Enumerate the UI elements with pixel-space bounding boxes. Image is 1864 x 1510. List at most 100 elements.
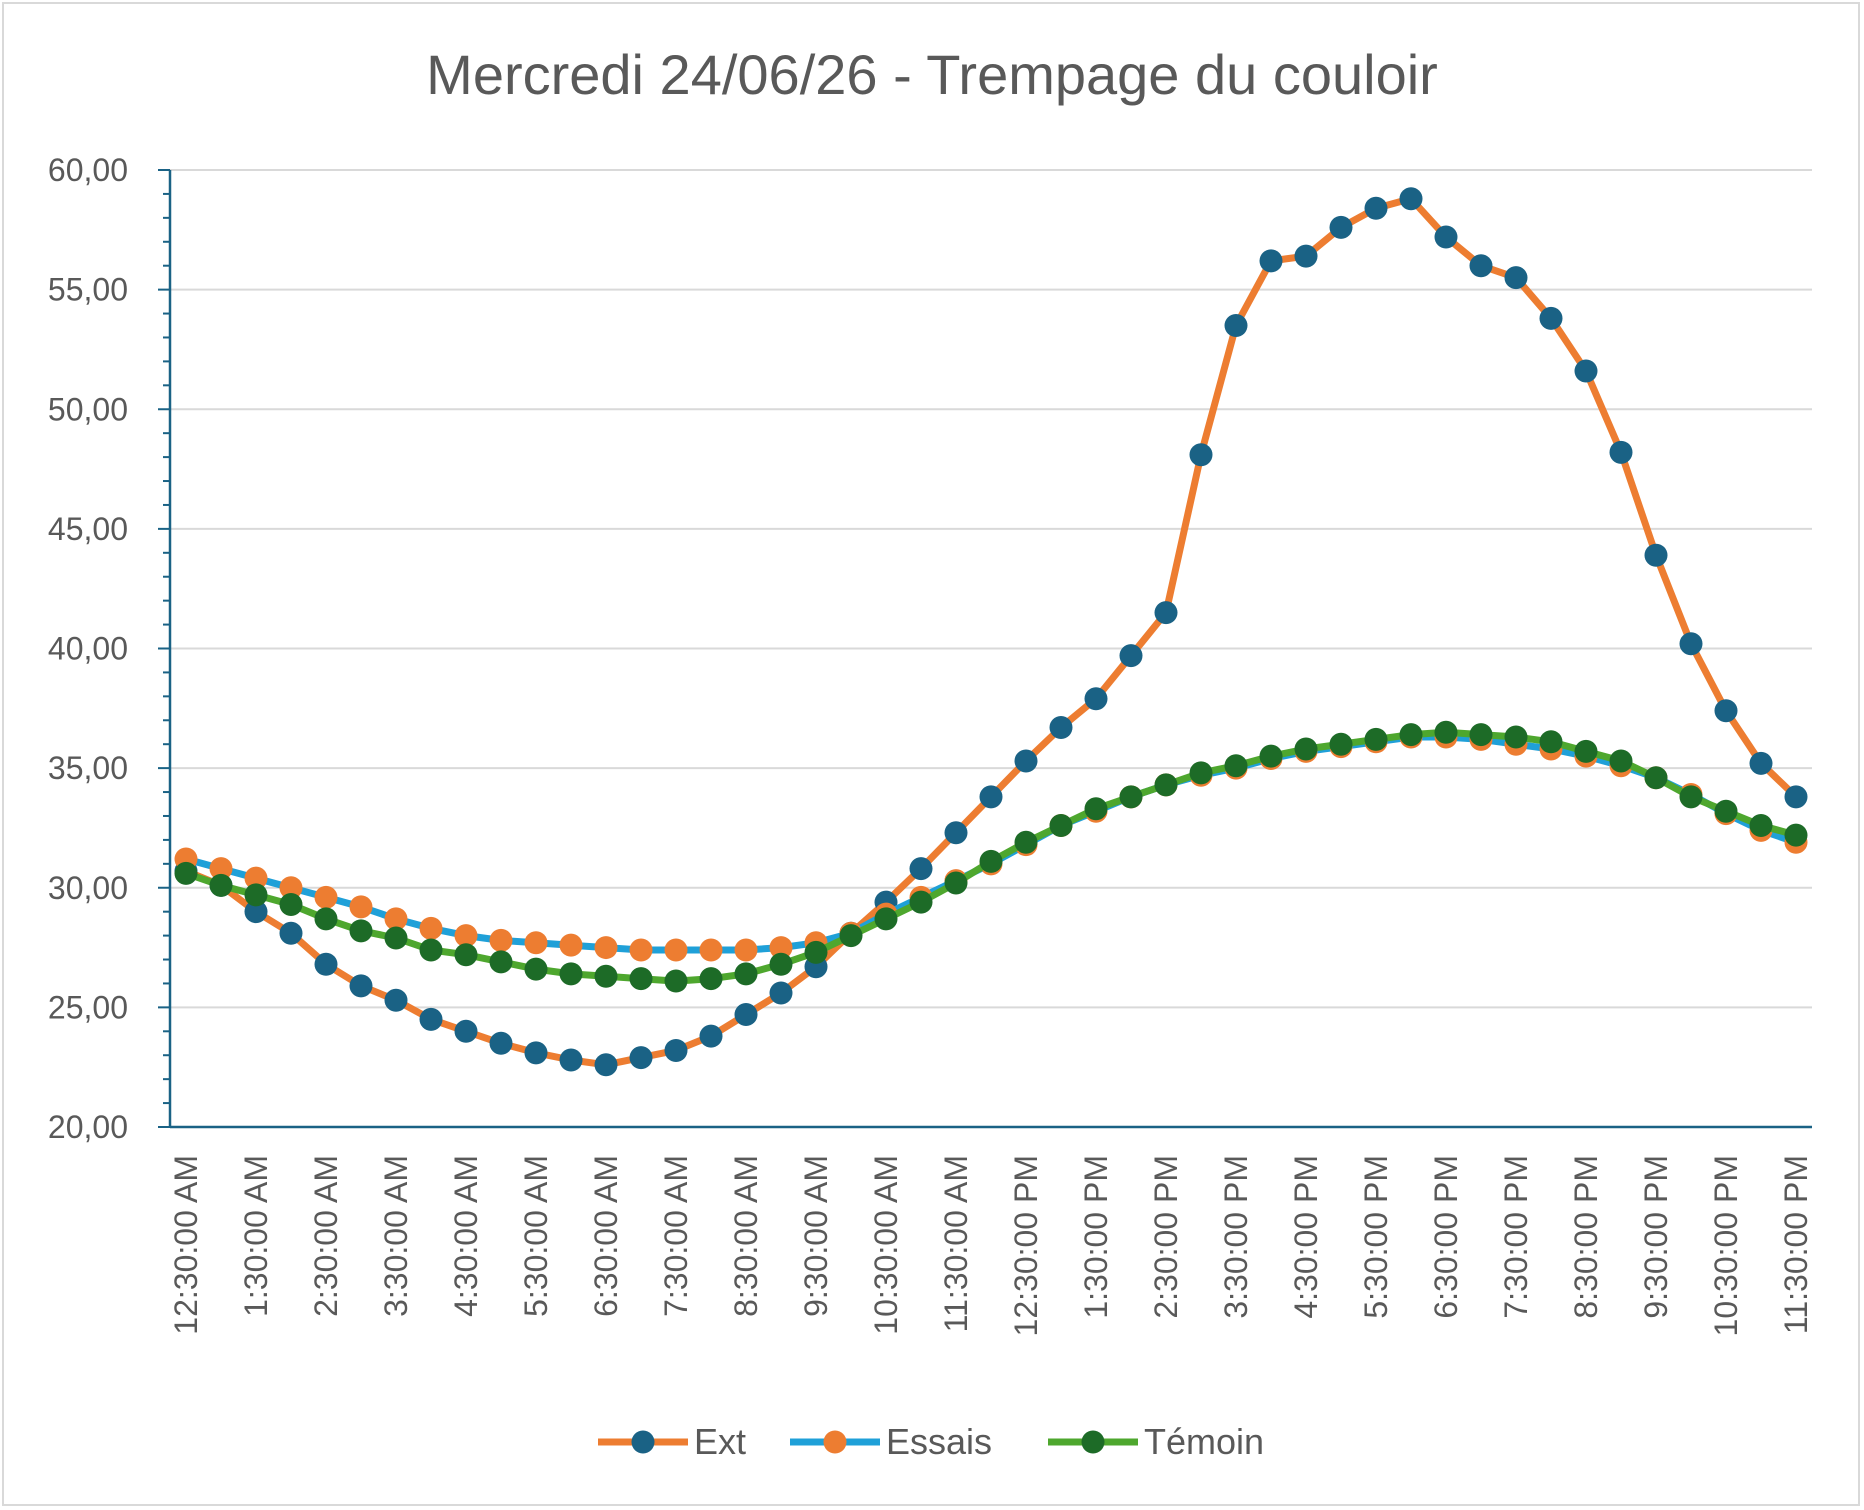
legend-label: Essais — [886, 1421, 992, 1462]
data-point — [594, 964, 618, 988]
x-tick-label: 7:30:00 PM — [1498, 1155, 1534, 1319]
data-point — [1504, 725, 1528, 749]
data-point — [1329, 732, 1353, 756]
x-tick-label: 12:30:00 PM — [1008, 1155, 1044, 1336]
data-point — [1434, 720, 1458, 744]
data-point — [1399, 723, 1423, 747]
x-tick-label: 1:30:00 PM — [1078, 1155, 1114, 1319]
data-point — [384, 988, 408, 1012]
legend-label: Ext — [694, 1421, 746, 1462]
data-point — [419, 938, 443, 962]
y-tick-label: 60,00 — [48, 152, 128, 188]
data-point — [314, 952, 338, 976]
data-point — [1224, 314, 1248, 338]
x-tick-label: 9:30:00 PM — [1638, 1155, 1674, 1319]
data-point — [1539, 730, 1563, 754]
data-point — [1434, 225, 1458, 249]
data-point — [559, 933, 583, 957]
data-point — [244, 866, 268, 890]
y-tick-label: 30,00 — [48, 870, 128, 906]
data-point — [524, 931, 548, 955]
data-point — [1469, 723, 1493, 747]
data-point — [489, 1031, 513, 1055]
data-point — [559, 1048, 583, 1072]
data-point — [384, 926, 408, 950]
data-point — [664, 969, 688, 993]
data-point — [489, 928, 513, 952]
data-point — [314, 885, 338, 909]
x-tick-label: 5:30:00 PM — [1358, 1155, 1394, 1319]
data-point — [909, 890, 933, 914]
x-tick-label: 2:30:00 AM — [308, 1155, 344, 1317]
data-point — [1259, 744, 1283, 768]
x-tick-label: 7:30:00 AM — [658, 1155, 694, 1317]
data-point — [1154, 773, 1178, 797]
legend-marker-swatch — [1081, 1430, 1105, 1454]
data-point — [524, 1041, 548, 1065]
data-point — [384, 907, 408, 931]
data-point — [489, 950, 513, 974]
data-point — [1749, 751, 1773, 775]
data-point — [279, 892, 303, 916]
y-tick-label: 35,00 — [48, 750, 128, 786]
data-point — [1119, 785, 1143, 809]
data-point — [1504, 266, 1528, 290]
series-0 — [174, 187, 1808, 1077]
legend-marker-swatch — [823, 1430, 847, 1454]
data-point — [1119, 644, 1143, 668]
data-point — [734, 962, 758, 986]
data-point — [699, 938, 723, 962]
data-point — [1014, 749, 1038, 773]
data-point — [1574, 739, 1598, 763]
y-tick-label: 45,00 — [48, 511, 128, 547]
data-point — [944, 871, 968, 895]
data-point — [1014, 830, 1038, 854]
legend-item: Témoin — [1048, 1421, 1264, 1462]
data-point — [1714, 699, 1738, 723]
data-point — [874, 907, 898, 931]
data-point — [699, 967, 723, 991]
data-point — [1224, 754, 1248, 778]
data-point — [454, 943, 478, 967]
x-tick-label: 4:30:00 AM — [448, 1155, 484, 1317]
data-point — [1294, 244, 1318, 268]
data-point — [594, 936, 618, 960]
x-tick-label: 11:30:00 PM — [1778, 1155, 1814, 1334]
x-tick-label: 10:30:00 AM — [868, 1155, 904, 1335]
x-tick-label: 5:30:00 AM — [518, 1155, 554, 1317]
x-tick-label: 1:30:00 AM — [238, 1155, 274, 1317]
data-point — [524, 957, 548, 981]
data-point — [314, 907, 338, 931]
data-point — [629, 1046, 653, 1070]
data-point — [174, 861, 198, 885]
chart-title: Mercredi 24/06/26 - Trempage du couloir — [426, 43, 1438, 106]
data-point — [734, 1003, 758, 1027]
data-point — [419, 1007, 443, 1031]
data-point — [349, 974, 373, 998]
data-point — [769, 981, 793, 1005]
data-point — [1189, 761, 1213, 785]
data-point — [1644, 543, 1668, 567]
x-tick-label: 8:30:00 PM — [1568, 1155, 1604, 1319]
data-point — [454, 1019, 478, 1043]
data-point — [664, 1038, 688, 1062]
data-point — [734, 938, 758, 962]
series-1 — [174, 725, 1808, 962]
data-point — [1084, 797, 1108, 821]
x-axis: 12:30:00 AM 1:30:00 AM 2:30:00 AM 3:30:00 A… — [168, 1155, 1814, 1336]
data-point — [1154, 601, 1178, 625]
data-point — [594, 1053, 618, 1077]
data-point — [699, 1024, 723, 1048]
x-tick-label: 4:30:00 PM — [1288, 1155, 1324, 1319]
data-point — [1259, 249, 1283, 273]
data-point — [244, 900, 268, 924]
data-point — [1784, 785, 1808, 809]
data-point — [1399, 187, 1423, 211]
y-tick-label: 25,00 — [48, 989, 128, 1025]
y-tick-label: 20,00 — [48, 1109, 128, 1145]
data-point — [1364, 727, 1388, 751]
x-tick-label: 3:30:00 PM — [1218, 1155, 1254, 1319]
data-point — [1084, 687, 1108, 711]
data-point — [1784, 823, 1808, 847]
data-point — [1644, 766, 1668, 790]
